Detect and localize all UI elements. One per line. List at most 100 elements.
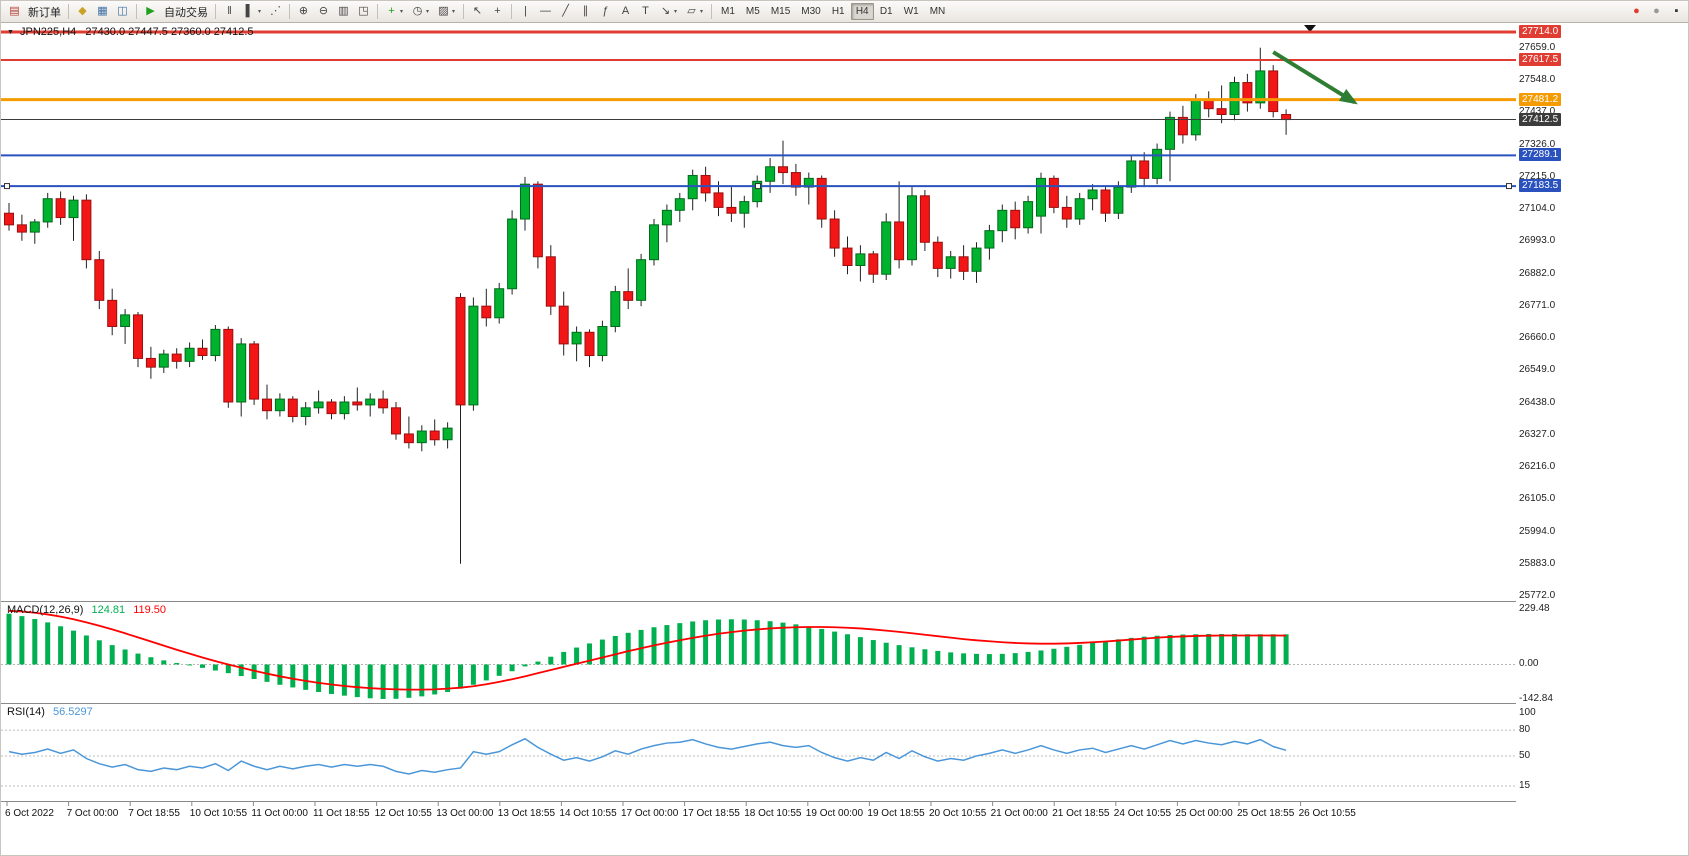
periods-dropdown-icon[interactable]: ▾ — [426, 9, 430, 15]
bear-candle — [894, 221, 905, 261]
market-watch-icon[interactable]: ▦ — [97, 5, 108, 17]
chart-shift-marker[interactable] — [1304, 25, 1316, 32]
macd-histogram-bar — [754, 620, 760, 665]
timeframe-m1-button[interactable]: M1 — [721, 6, 735, 17]
timeframe-d1-button[interactable]: D1 — [879, 6, 893, 17]
one-click-trading-icon[interactable]: ▼ — [7, 29, 14, 36]
indicators-icon[interactable]: + — [388, 5, 395, 17]
macd-histogram-bar — [380, 664, 386, 699]
bull-candle — [1036, 177, 1046, 217]
bull-candle — [1190, 99, 1201, 136]
chart-symbol: JPN225,H4 — [20, 26, 77, 38]
window-corner-icon[interactable]: ▪ — [1674, 5, 1679, 17]
macd-histogram-bar — [354, 664, 360, 698]
bull-candle — [468, 305, 479, 406]
time-label: 24 Oct 10:55 — [1113, 808, 1172, 819]
timeframe-h1-button[interactable]: H1 — [831, 6, 845, 17]
line-selection-handle[interactable] — [1506, 183, 1512, 190]
candlestick-dropdown-icon[interactable]: ▾ — [258, 9, 262, 15]
line-chart-icon[interactable]: ⋰ — [270, 5, 281, 17]
auto-trading-icon[interactable]: ▶ — [146, 5, 155, 17]
notification-icon[interactable]: ● — [1633, 5, 1640, 17]
time-label: 6 Oct 2022 — [5, 808, 54, 819]
text-icon[interactable]: A — [621, 5, 630, 17]
arrows-icon[interactable]: ↘ — [660, 5, 671, 17]
timeframe-m30-button[interactable]: M30 — [801, 6, 821, 17]
sell-signal-arrow[interactable] — [1272, 50, 1356, 104]
candlestick-icon[interactable]: ▌ — [245, 5, 254, 17]
macd-histogram-bar — [999, 653, 1005, 665]
price-tick-label: 26882.0 — [1519, 267, 1556, 279]
macd-histogram-bar — [470, 664, 476, 685]
bull-candle — [339, 401, 350, 415]
text-label-icon[interactable]: T — [642, 5, 649, 17]
periods-icon[interactable]: ◷ — [412, 5, 423, 17]
price-axis[interactable]: 27659.0 27548.0 27437.0 27326.0 27215.0 27104… — [1516, 23, 1688, 825]
rsi-scale-15: 15 — [1519, 779, 1531, 791]
macd-histogram-bar — [1038, 650, 1044, 665]
bull-candle — [945, 256, 956, 269]
macd-scale-max: 229.48 — [1519, 603, 1550, 614]
bear-candle — [326, 401, 337, 415]
profiles-icon[interactable]: ◆ — [78, 5, 87, 17]
line-selection-handle[interactable] — [4, 183, 10, 190]
fibonacci-icon[interactable]: ƒ — [602, 5, 609, 17]
new-order-label[interactable]: 新订单 — [28, 6, 61, 19]
cursor-icon[interactable]: ↖ — [472, 5, 483, 17]
chart-area[interactable]: ▼ JPN225,H4 27430.0 27447.5 27360.0 2741… — [1, 23, 1689, 855]
auto-trading-label[interactable]: 自动交易 — [164, 6, 208, 19]
bull-candle — [765, 166, 776, 182]
trendline-icon[interactable]: ╱ — [562, 5, 569, 17]
bear-candle — [623, 291, 634, 301]
bull-candle — [365, 398, 376, 406]
macd-histogram-bar — [1193, 634, 1199, 665]
tile-windows-icon[interactable]: ▥ — [338, 5, 349, 17]
timeframe-mn-button[interactable]: MN — [929, 6, 946, 17]
macd-histogram-bar — [45, 622, 51, 665]
price-tick-label: 26105.0 — [1519, 493, 1556, 505]
shapes-dropdown-icon[interactable]: ▾ — [700, 9, 704, 15]
community-icon[interactable]: ● — [1653, 5, 1660, 17]
new-order-icon[interactable]: ▤ — [9, 5, 20, 17]
macd-main-value: 124.81 — [91, 604, 126, 616]
bull-candle — [520, 183, 530, 220]
timeframe-w1-button[interactable]: W1 — [903, 6, 919, 17]
macd-histogram-bar — [96, 640, 102, 665]
bull-candle — [1087, 189, 1098, 200]
chart-canvas[interactable] — [1, 23, 1689, 825]
time-axis[interactable]: 6 Oct 2022 7 Oct 00:00 7 Oct 18:55 10 Oct 1… — [1, 801, 1688, 827]
line-selection-handle[interactable] — [755, 183, 761, 190]
timeframe-m5-button[interactable]: M5 — [745, 6, 760, 17]
timeframe-h4-button[interactable]: H4 — [850, 3, 874, 20]
bull-candle — [29, 221, 40, 233]
macd-histogram-bar — [367, 664, 373, 699]
vline-icon[interactable]: | — [524, 5, 527, 17]
bear-candle — [932, 241, 943, 269]
price-tick-label: 27437.0 — [1519, 106, 1556, 118]
zoom-out-icon[interactable]: ⊖ — [318, 5, 329, 17]
channel-icon[interactable]: ∥ — [582, 5, 589, 17]
bar-chart-icon[interactable]: ‖ — [227, 5, 232, 17]
arrows-dropdown-icon[interactable]: ▾ — [674, 9, 678, 15]
indicators-dropdown-icon[interactable]: ▾ — [400, 9, 404, 15]
crosshair-icon[interactable]: + — [494, 5, 501, 17]
templates-icon[interactable]: ▨ — [438, 5, 449, 17]
shapes-icon[interactable]: ▱ — [687, 5, 696, 17]
macd-histogram-bar — [212, 664, 218, 671]
macd-histogram-bar — [1257, 634, 1263, 665]
templates-dropdown-icon[interactable]: ▾ — [452, 9, 456, 15]
macd-histogram-bar — [522, 664, 528, 667]
bear-candle — [403, 433, 414, 444]
bull-candle — [855, 253, 866, 266]
hline-icon[interactable]: — — [540, 5, 551, 17]
macd-histogram-bar — [728, 619, 734, 665]
arrange-windows-icon[interactable]: ◳ — [358, 5, 369, 17]
time-label: 13 Oct 00:00 — [436, 808, 494, 819]
bull-candle — [661, 209, 672, 226]
zoom-in-icon[interactable]: ⊕ — [298, 5, 309, 17]
bull-candle — [803, 177, 814, 188]
macd-histogram-bar — [316, 664, 322, 693]
data-window-icon[interactable]: ◫ — [117, 5, 128, 17]
timeframe-m15-button[interactable]: M15 — [770, 6, 791, 17]
